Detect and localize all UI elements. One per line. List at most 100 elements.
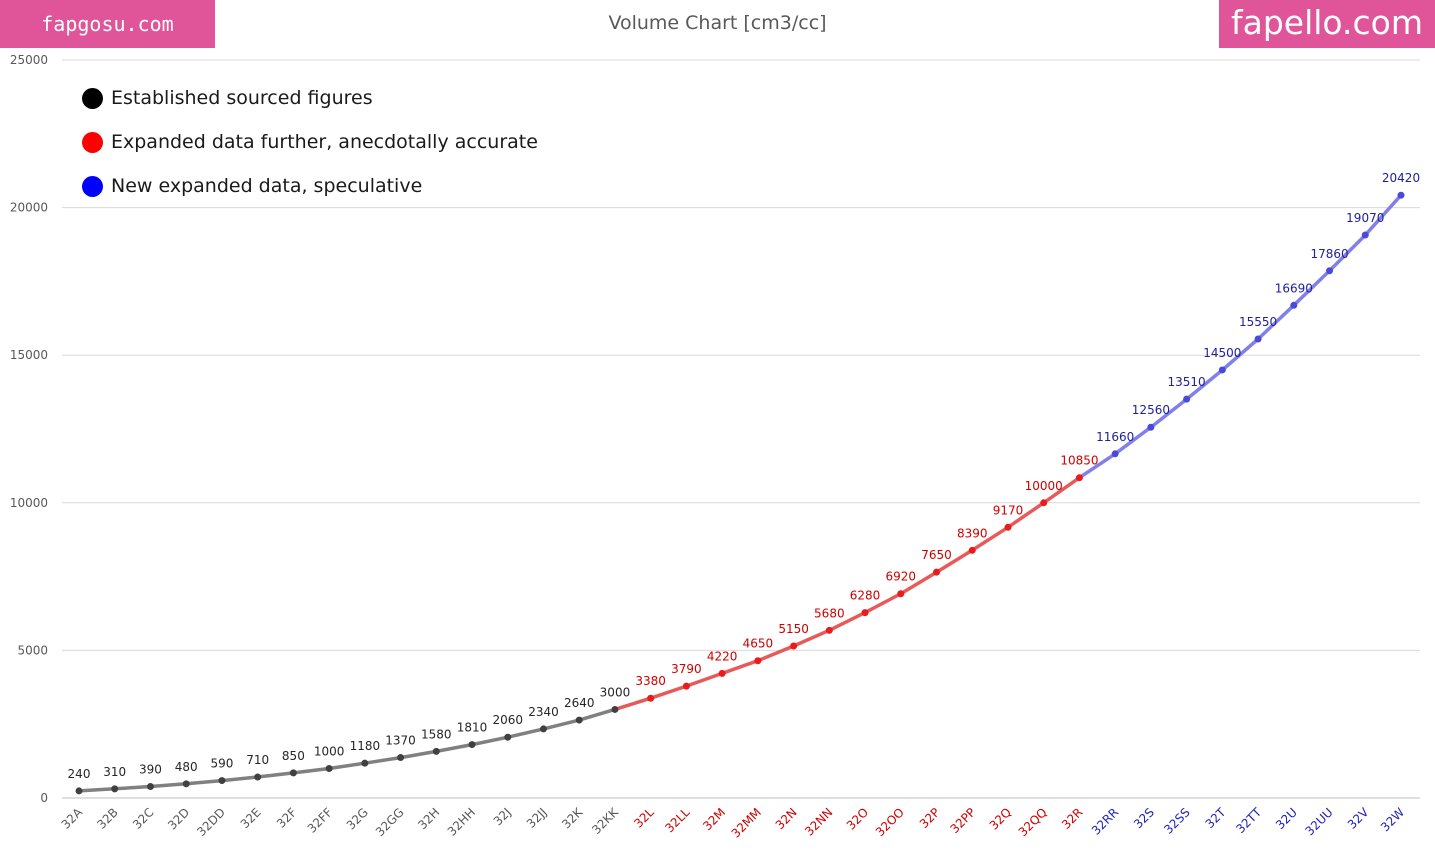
data-label: 3000 [600, 685, 631, 699]
x-tick-label: 32PP [947, 805, 978, 836]
data-point [361, 759, 369, 767]
data-label: 5680 [814, 606, 845, 620]
data-label: 3790 [671, 662, 702, 676]
x-tick-label: 32MM [729, 805, 764, 840]
data-label: 3380 [635, 674, 666, 688]
data-point [1040, 499, 1048, 507]
legend-item-speculative: New expanded data, speculative [82, 164, 538, 208]
data-label: 9170 [993, 503, 1024, 517]
data-label: 2640 [564, 696, 595, 710]
series-line [613, 475, 1082, 712]
x-tick-label: 32M [700, 805, 728, 833]
data-point [1004, 523, 1012, 531]
x-tick-label: 32UU [1303, 805, 1336, 838]
data-label: 850 [282, 749, 305, 763]
data-label: 1580 [421, 727, 452, 741]
data-point [539, 725, 547, 733]
data-point [825, 626, 833, 634]
data-label: 590 [210, 757, 233, 771]
x-tick-label: 32DD [194, 805, 228, 839]
data-label: 20420 [1382, 171, 1420, 185]
data-point [647, 694, 655, 702]
y-tick-label: 5000 [17, 643, 48, 657]
x-tick-label: 32R [1059, 805, 1086, 832]
x-tick-label: 32J [491, 805, 514, 828]
x-tick-label: 32JJ [524, 805, 550, 831]
x-tick-label: 32QQ [1016, 805, 1050, 839]
y-tick-label: 15000 [10, 348, 48, 362]
data-point [682, 682, 690, 690]
data-label: 710 [246, 753, 269, 767]
data-label: 12560 [1132, 403, 1170, 417]
data-point [75, 787, 83, 795]
data-label: 310 [103, 765, 126, 779]
x-tick-label: 32SS [1161, 805, 1192, 836]
data-point [1183, 395, 1191, 403]
data-point [1075, 474, 1083, 482]
x-tick-label: 32G [344, 805, 371, 832]
x-tick-label: 32HH [445, 805, 478, 838]
series-line [1077, 193, 1403, 480]
legend-marker-established [82, 87, 103, 109]
data-point [790, 642, 798, 650]
legend-marker-expanded [82, 131, 103, 153]
data-point [1397, 191, 1405, 199]
x-tick-label: 32U [1273, 805, 1300, 832]
data-label: 15550 [1239, 315, 1277, 329]
data-point [754, 657, 762, 665]
data-label: 16690 [1275, 281, 1313, 295]
data-label: 1180 [350, 739, 381, 753]
data-point [397, 754, 405, 762]
data-label: 6920 [886, 570, 917, 584]
x-tick-label: 32W [1378, 805, 1407, 834]
legend-label-expanded: Expanded data further, anecdotally accur… [111, 131, 538, 153]
data-label: 13510 [1168, 375, 1206, 389]
data-label: 2060 [492, 713, 523, 727]
data-point [504, 733, 512, 741]
data-label: 19070 [1346, 211, 1384, 225]
data-point [146, 782, 154, 790]
data-point [182, 780, 190, 788]
x-tick-label: 32RR [1089, 805, 1121, 837]
data-label: 2340 [528, 705, 559, 719]
x-tick-label: 32O [844, 805, 871, 832]
x-tick-label: 32GG [373, 805, 407, 839]
data-point [289, 769, 297, 777]
x-tick-label: 32F [274, 805, 300, 831]
data-label: 1370 [385, 734, 416, 748]
legend-item-established: Established sourced figures [82, 76, 538, 120]
data-point [111, 785, 119, 793]
data-label: 11660 [1096, 430, 1134, 444]
data-point [468, 741, 476, 749]
data-label: 6280 [850, 589, 881, 603]
watermark-left: fapgosu.com [0, 0, 215, 48]
data-point [1254, 335, 1262, 343]
data-label: 390 [139, 762, 162, 776]
x-tick-label: 32Q [987, 805, 1014, 832]
x-tick-label: 32LL [662, 805, 692, 835]
y-tick-label: 0 [40, 791, 48, 805]
x-tick-label: 32K [559, 804, 586, 831]
data-label: 1000 [314, 744, 345, 758]
data-label: 5150 [778, 622, 809, 636]
legend-label-speculative: New expanded data, speculative [111, 175, 423, 197]
x-tick-label: 32N [773, 805, 800, 832]
data-point [1361, 231, 1369, 239]
data-point [575, 716, 583, 724]
data-point [897, 590, 905, 598]
y-tick-label: 10000 [10, 496, 48, 510]
data-point [718, 669, 726, 677]
data-point [218, 777, 226, 785]
data-label: 1810 [457, 721, 488, 735]
legend-label-established: Established sourced figures [111, 87, 373, 109]
x-tick-label: 32FF [305, 805, 336, 836]
chart-title: Volume Chart [cm3/cc] [608, 12, 827, 34]
x-tick-label: 32D [165, 805, 192, 832]
x-tick-label: 32H [415, 805, 442, 832]
legend-item-expanded: Expanded data further, anecdotally accur… [82, 120, 538, 164]
data-label: 8390 [957, 526, 988, 540]
legend-marker-speculative [82, 175, 103, 197]
data-point [1326, 267, 1334, 275]
watermark-right: fapello.com [1219, 0, 1435, 48]
